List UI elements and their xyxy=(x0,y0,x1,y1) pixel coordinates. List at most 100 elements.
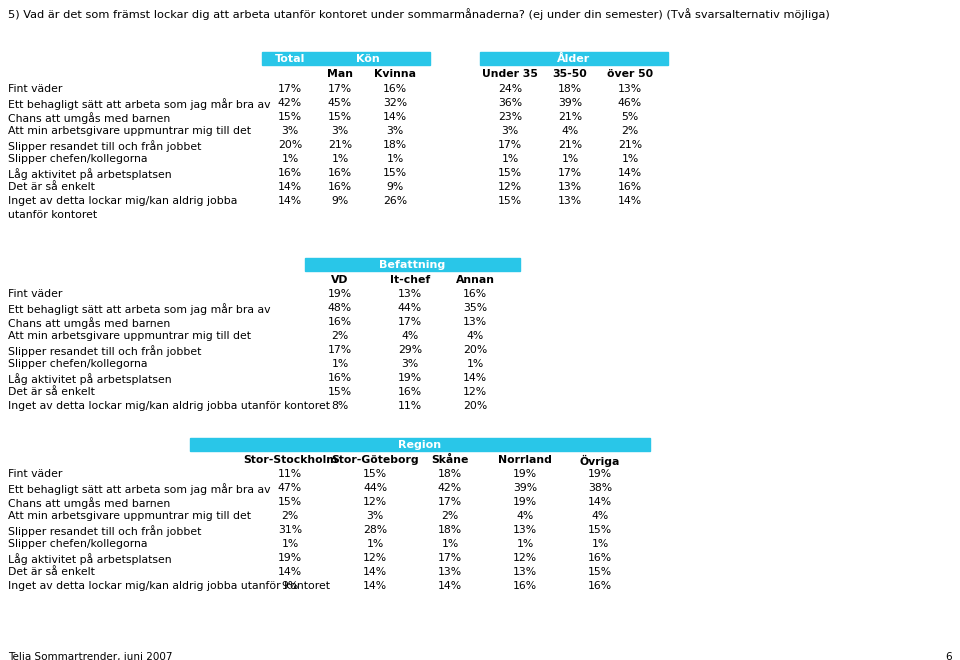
Text: Kön: Kön xyxy=(355,53,379,63)
Text: 18%: 18% xyxy=(558,84,582,94)
Text: 21%: 21% xyxy=(618,140,642,150)
Text: 11%: 11% xyxy=(398,401,422,411)
Text: 11%: 11% xyxy=(278,469,302,479)
Text: 16%: 16% xyxy=(328,182,352,192)
Text: 14%: 14% xyxy=(438,581,462,591)
Text: Total: Total xyxy=(275,53,305,63)
Text: 31%: 31% xyxy=(278,525,302,535)
Text: Slipper chefen/kollegorna: Slipper chefen/kollegorna xyxy=(8,154,148,164)
Text: 1%: 1% xyxy=(331,359,348,369)
Text: Ett behagligt sätt att arbeta som jag mår bra av: Ett behagligt sätt att arbeta som jag må… xyxy=(8,98,271,110)
Text: Slipper chefen/kollegorna: Slipper chefen/kollegorna xyxy=(8,539,148,549)
Text: Stor-Stockholm: Stor-Stockholm xyxy=(243,455,337,465)
Text: 3%: 3% xyxy=(386,126,403,136)
Text: 19%: 19% xyxy=(588,469,612,479)
Text: 38%: 38% xyxy=(588,483,612,493)
Text: 16%: 16% xyxy=(328,168,352,178)
Text: 15%: 15% xyxy=(278,497,302,507)
Text: It-chef: It-chef xyxy=(390,275,430,285)
Text: 17%: 17% xyxy=(278,84,302,94)
Text: 2%: 2% xyxy=(331,331,348,341)
Text: 3%: 3% xyxy=(367,511,384,521)
Text: Chans att umgås med barnen: Chans att umgås med barnen xyxy=(8,317,170,329)
Text: 12%: 12% xyxy=(363,553,387,563)
Text: 44%: 44% xyxy=(398,303,422,313)
Text: Befattning: Befattning xyxy=(379,259,445,269)
Text: 15%: 15% xyxy=(363,469,387,479)
Text: 16%: 16% xyxy=(463,289,487,299)
Text: Ett behagligt sätt att arbeta som jag mår bra av: Ett behagligt sätt att arbeta som jag må… xyxy=(8,303,271,315)
Text: 1%: 1% xyxy=(367,539,384,549)
Text: 2%: 2% xyxy=(621,126,638,136)
Text: 23%: 23% xyxy=(498,112,522,122)
Bar xyxy=(305,258,520,271)
Bar xyxy=(190,438,650,451)
Bar xyxy=(262,52,430,65)
Text: 1%: 1% xyxy=(281,539,299,549)
Text: 9%: 9% xyxy=(386,182,403,192)
Text: 12%: 12% xyxy=(363,497,387,507)
Text: Låg aktivitet på arbetsplatsen: Låg aktivitet på arbetsplatsen xyxy=(8,373,172,385)
Text: Stor-Göteborg: Stor-Göteborg xyxy=(331,455,419,465)
Text: 1%: 1% xyxy=(467,359,484,369)
Text: 46%: 46% xyxy=(618,98,642,108)
Text: 17%: 17% xyxy=(438,497,462,507)
Text: 13%: 13% xyxy=(463,317,487,327)
Text: 13%: 13% xyxy=(558,196,582,206)
Text: 16%: 16% xyxy=(588,581,612,591)
Text: Inget av detta lockar mig/kan aldrig jobba: Inget av detta lockar mig/kan aldrig job… xyxy=(8,196,237,206)
Text: Inget av detta lockar mig/kan aldrig jobba utanför kontoret: Inget av detta lockar mig/kan aldrig job… xyxy=(8,581,330,591)
Text: 18%: 18% xyxy=(438,469,462,479)
Text: 15%: 15% xyxy=(383,168,407,178)
Text: Norrland: Norrland xyxy=(498,455,552,465)
Text: 36%: 36% xyxy=(498,98,522,108)
Text: 14%: 14% xyxy=(363,581,387,591)
Text: 13%: 13% xyxy=(513,567,537,577)
Text: 3%: 3% xyxy=(331,126,348,136)
Text: 16%: 16% xyxy=(328,317,352,327)
Text: 5) Vad är det som främst lockar dig att arbeta utanför kontoret under sommarmåna: 5) Vad är det som främst lockar dig att … xyxy=(8,8,829,20)
Text: 18%: 18% xyxy=(383,140,407,150)
Text: 14%: 14% xyxy=(278,196,302,206)
Text: Chans att umgås med barnen: Chans att umgås med barnen xyxy=(8,497,170,509)
Text: 14%: 14% xyxy=(383,112,407,122)
Text: 13%: 13% xyxy=(618,84,642,94)
Text: Fint väder: Fint väder xyxy=(8,84,62,94)
Text: 19%: 19% xyxy=(278,553,302,563)
Text: 12%: 12% xyxy=(498,182,522,192)
Text: 26%: 26% xyxy=(383,196,407,206)
Text: 44%: 44% xyxy=(363,483,387,493)
Text: 16%: 16% xyxy=(618,182,642,192)
Text: 2%: 2% xyxy=(281,511,299,521)
Text: 14%: 14% xyxy=(463,373,487,383)
Text: 13%: 13% xyxy=(438,567,462,577)
Text: 17%: 17% xyxy=(498,140,522,150)
Text: VD: VD xyxy=(331,275,348,285)
Text: 3%: 3% xyxy=(501,126,518,136)
Text: 18%: 18% xyxy=(438,525,462,535)
Text: Slipper chefen/kollegorna: Slipper chefen/kollegorna xyxy=(8,359,148,369)
Text: 16%: 16% xyxy=(278,168,302,178)
Text: Chans att umgås med barnen: Chans att umgås med barnen xyxy=(8,112,170,124)
Text: 15%: 15% xyxy=(278,112,302,122)
Text: 4%: 4% xyxy=(467,331,484,341)
Text: Inget av detta lockar mig/kan aldrig jobba utanför kontoret: Inget av detta lockar mig/kan aldrig job… xyxy=(8,401,330,411)
Text: 3%: 3% xyxy=(281,126,299,136)
Text: 16%: 16% xyxy=(398,387,422,397)
Text: Det är så enkelt: Det är så enkelt xyxy=(8,387,95,397)
Text: Man: Man xyxy=(327,69,353,79)
Text: 15%: 15% xyxy=(498,196,522,206)
Text: Låg aktivitet på arbetsplatsen: Låg aktivitet på arbetsplatsen xyxy=(8,168,172,180)
Text: 21%: 21% xyxy=(558,140,582,150)
Text: 17%: 17% xyxy=(438,553,462,563)
Text: 17%: 17% xyxy=(328,345,352,355)
Text: 14%: 14% xyxy=(618,168,642,178)
Text: 15%: 15% xyxy=(588,567,612,577)
Text: Telia Sommartrender, juni 2007: Telia Sommartrender, juni 2007 xyxy=(8,652,173,660)
Text: 1%: 1% xyxy=(516,539,534,549)
Text: 20%: 20% xyxy=(277,140,302,150)
Text: 17%: 17% xyxy=(558,168,582,178)
Text: Region: Region xyxy=(398,440,442,449)
Text: Att min arbetsgivare uppmuntrar mig till det: Att min arbetsgivare uppmuntrar mig till… xyxy=(8,126,251,136)
Text: Det är så enkelt: Det är så enkelt xyxy=(8,182,95,192)
